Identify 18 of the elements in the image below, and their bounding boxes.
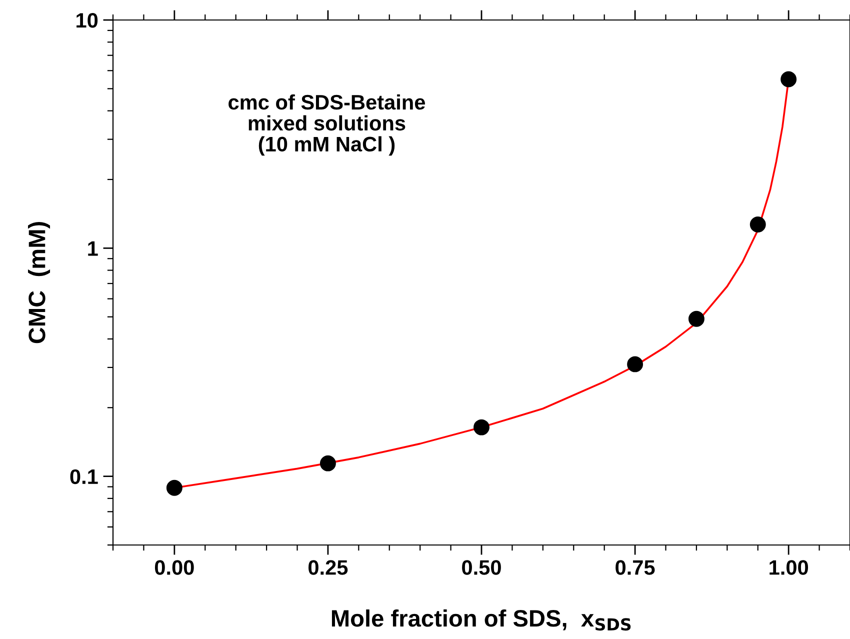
y-axis-title: CMC (mM) (28, 222, 50, 344)
x-tick-label: 0.25 (308, 560, 348, 575)
x-axis-title: Mole fraction of SDS, x$_{SDS}$ (332, 609, 631, 631)
point (688, 310, 704, 327)
point (750, 216, 766, 232)
point (166, 480, 182, 496)
annotation: cmc of SDS-Betaine mixed solutions (10 mM NaCl ) (228, 94, 426, 156)
y-tick-label: 1 (88, 241, 98, 256)
point (780, 71, 797, 88)
y-tick-label: 0.1 (70, 469, 98, 484)
x-tick-label: 1.00 (770, 560, 808, 575)
x-tick-label: 0.50 (462, 560, 501, 575)
x-tick-label: 0.00 (154, 560, 194, 575)
point (474, 419, 490, 436)
point (627, 356, 644, 372)
y-tick-label: 10 (76, 13, 98, 28)
point (320, 455, 336, 472)
x-tick-label: 0.75 (616, 560, 655, 575)
